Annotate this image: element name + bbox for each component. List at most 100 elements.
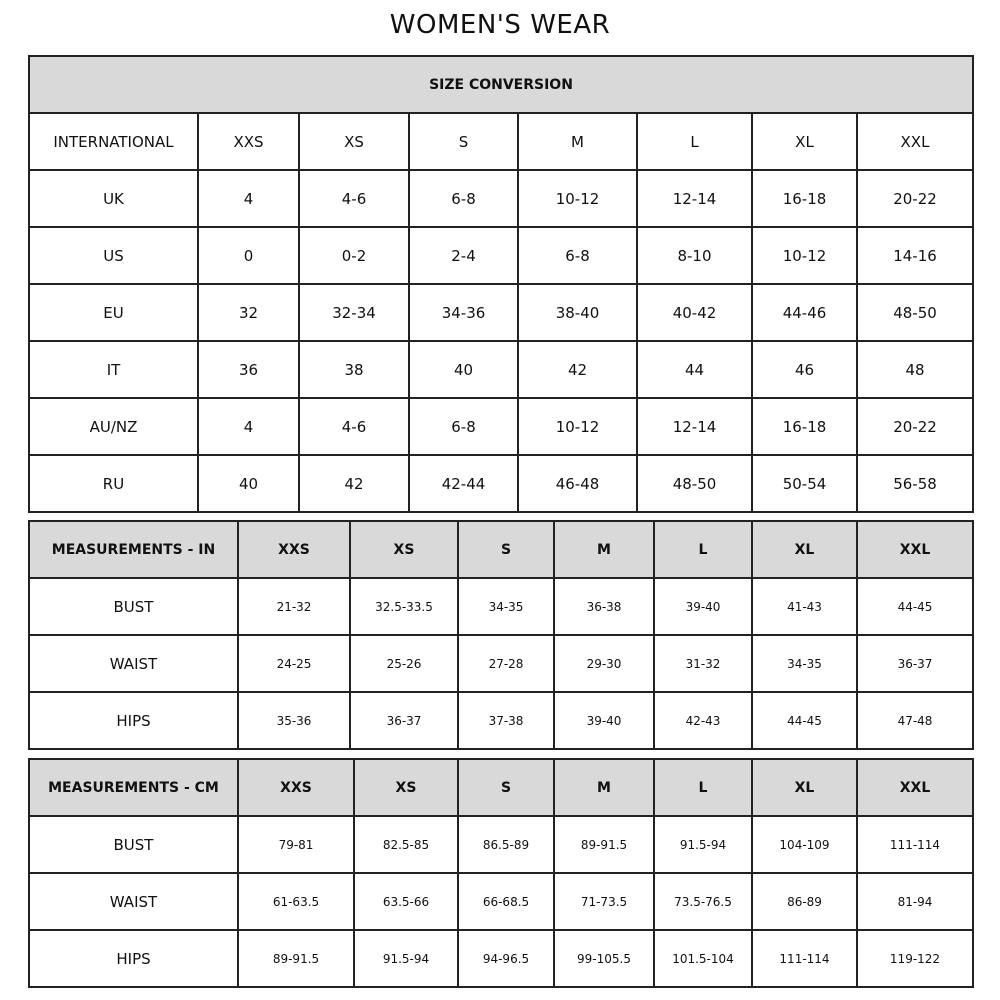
table-cell: 104-109 bbox=[751, 815, 858, 874]
table-cell: 2-4 bbox=[408, 226, 519, 285]
table-cell: 61-63.5 bbox=[237, 872, 355, 931]
table-cell: 71-73.5 bbox=[553, 872, 655, 931]
table-cell: 89-91.5 bbox=[553, 815, 655, 874]
row-label: US bbox=[28, 226, 199, 285]
measurements-cm-row: HIPS 89-91.5 91.5-94 94-96.5 99-105.5 101.5-1… bbox=[28, 929, 974, 988]
size-column-header: XL bbox=[751, 758, 858, 817]
table-cell: 4 bbox=[197, 397, 300, 456]
size-column-header: S bbox=[457, 758, 555, 817]
table-cell: 73.5-76.5 bbox=[653, 872, 753, 931]
table-cell: 6-8 bbox=[408, 169, 519, 228]
table-cell: 44-45 bbox=[856, 577, 974, 636]
size-column-header: M bbox=[553, 520, 655, 579]
table-cell: 38 bbox=[298, 340, 410, 399]
table-cell: 0-2 bbox=[298, 226, 410, 285]
size-conversion-row: EU 32 32-34 34-36 38-40 40-42 44-46 48-50 bbox=[28, 283, 974, 342]
table-cell: 91.5-94 bbox=[353, 929, 459, 988]
row-label: HIPS bbox=[28, 691, 239, 750]
table-cell: 63.5-66 bbox=[353, 872, 459, 931]
table-cell: 40-42 bbox=[636, 283, 753, 342]
table-cell: 8-10 bbox=[636, 226, 753, 285]
table-cell: 4-6 bbox=[298, 169, 410, 228]
size-column-header: S bbox=[457, 520, 555, 579]
table-cell: 20-22 bbox=[856, 169, 974, 228]
row-label: BUST bbox=[28, 815, 239, 874]
table-cell: L bbox=[636, 112, 753, 171]
table-cell: XXL bbox=[856, 112, 974, 171]
table-cell: 10-12 bbox=[517, 169, 638, 228]
table-cell: 32-34 bbox=[298, 283, 410, 342]
row-label: IT bbox=[28, 340, 199, 399]
table-cell: 29-30 bbox=[553, 634, 655, 693]
size-column-header: XXS bbox=[237, 520, 351, 579]
table-cell: 21-32 bbox=[237, 577, 351, 636]
table-cell: 27-28 bbox=[457, 634, 555, 693]
table-cell: 6-8 bbox=[517, 226, 638, 285]
table-cell: 56-58 bbox=[856, 454, 974, 513]
table-cell: 42-43 bbox=[653, 691, 753, 750]
table-cell: 66-68.5 bbox=[457, 872, 555, 931]
size-conversion-row: RU 40 42 42-44 46-48 48-50 50-54 56-58 bbox=[28, 454, 974, 513]
table-cell: 12-14 bbox=[636, 169, 753, 228]
table-cell: XL bbox=[751, 112, 858, 171]
table-cell: 20-22 bbox=[856, 397, 974, 456]
page-title: WOMEN'S WEAR bbox=[389, 10, 611, 40]
size-conversion-row: IT 36 38 40 42 44 46 48 bbox=[28, 340, 974, 399]
table-cell: 4 bbox=[197, 169, 300, 228]
row-label: EU bbox=[28, 283, 199, 342]
size-column-header: XS bbox=[349, 520, 459, 579]
size-column-header: XL bbox=[751, 520, 858, 579]
table-cell: 36 bbox=[197, 340, 300, 399]
table-cell: 0 bbox=[197, 226, 300, 285]
measurements-cm-header-row: MEASUREMENTS - CM XXS XS S M L XL XXL bbox=[28, 758, 974, 817]
size-conversion-row: US 0 0-2 2-4 6-8 8-10 10-12 14-16 bbox=[28, 226, 974, 285]
table-cell: 40 bbox=[197, 454, 300, 513]
table-cell: 35-36 bbox=[237, 691, 351, 750]
table-cell: 99-105.5 bbox=[553, 929, 655, 988]
measurements-cm-row: BUST 79-81 82.5-85 86.5-89 89-91.5 91.5-94 104… bbox=[28, 815, 974, 874]
table-cell: XXS bbox=[197, 112, 300, 171]
measurements-in-row: WAIST 24-25 25-26 27-28 29-30 31-32 34-35 36-37 bbox=[28, 634, 974, 693]
table-cell: S bbox=[408, 112, 519, 171]
size-column-header: M bbox=[553, 758, 655, 817]
size-column-header: XXL bbox=[856, 520, 974, 579]
table-cell: 44-45 bbox=[751, 691, 858, 750]
measurements-in-header-row: MEASUREMENTS - IN XXS XS S M L XL XXL bbox=[28, 520, 974, 579]
table-cell: 36-37 bbox=[349, 691, 459, 750]
table-cell: 34-36 bbox=[408, 283, 519, 342]
table-cell: 48-50 bbox=[856, 283, 974, 342]
table-cell: 44 bbox=[636, 340, 753, 399]
table-cell: 44-46 bbox=[751, 283, 858, 342]
row-header-label: MEASUREMENTS - IN bbox=[28, 520, 239, 579]
size-column-header: XS bbox=[353, 758, 459, 817]
table-cell: 16-18 bbox=[751, 397, 858, 456]
table-cell: 79-81 bbox=[237, 815, 355, 874]
size-conversion-row: INTERNATIONAL XXS XS S M L XL XXL bbox=[28, 112, 974, 171]
table-cell: 37-38 bbox=[457, 691, 555, 750]
row-label: AU/NZ bbox=[28, 397, 199, 456]
table-cell: 32 bbox=[197, 283, 300, 342]
size-conversion-heading: SIZE CONVERSION bbox=[28, 55, 974, 114]
table-cell: 10-12 bbox=[751, 226, 858, 285]
table-cell: 50-54 bbox=[751, 454, 858, 513]
table-cell: 14-16 bbox=[856, 226, 974, 285]
table-cell: 48-50 bbox=[636, 454, 753, 513]
table-cell: 39-40 bbox=[553, 691, 655, 750]
size-conversion-row: UK 4 4-6 6-8 10-12 12-14 16-18 20-22 bbox=[28, 169, 974, 228]
measurements-in-table: MEASUREMENTS - IN XXS XS S M L XL XXL BUST 21-32 3… bbox=[28, 520, 974, 750]
table-cell: 119-122 bbox=[856, 929, 974, 988]
table-cell: 40 bbox=[408, 340, 519, 399]
table-cell: 32.5-33.5 bbox=[349, 577, 459, 636]
table-cell: 46 bbox=[751, 340, 858, 399]
table-cell: 25-26 bbox=[349, 634, 459, 693]
table-cell: 111-114 bbox=[751, 929, 858, 988]
table-cell: 34-35 bbox=[751, 634, 858, 693]
table-cell: 46-48 bbox=[517, 454, 638, 513]
size-conversion-table: SIZE CONVERSION INTERNATIONAL XXS XS S M L XL X… bbox=[28, 55, 974, 513]
table-cell: XS bbox=[298, 112, 410, 171]
size-conversion-row: AU/NZ 4 4-6 6-8 10-12 12-14 16-18 20-22 bbox=[28, 397, 974, 456]
table-cell: 41-43 bbox=[751, 577, 858, 636]
table-cell: 101.5-104 bbox=[653, 929, 753, 988]
size-column-header: L bbox=[653, 758, 753, 817]
row-header-label: MEASUREMENTS - CM bbox=[28, 758, 239, 817]
